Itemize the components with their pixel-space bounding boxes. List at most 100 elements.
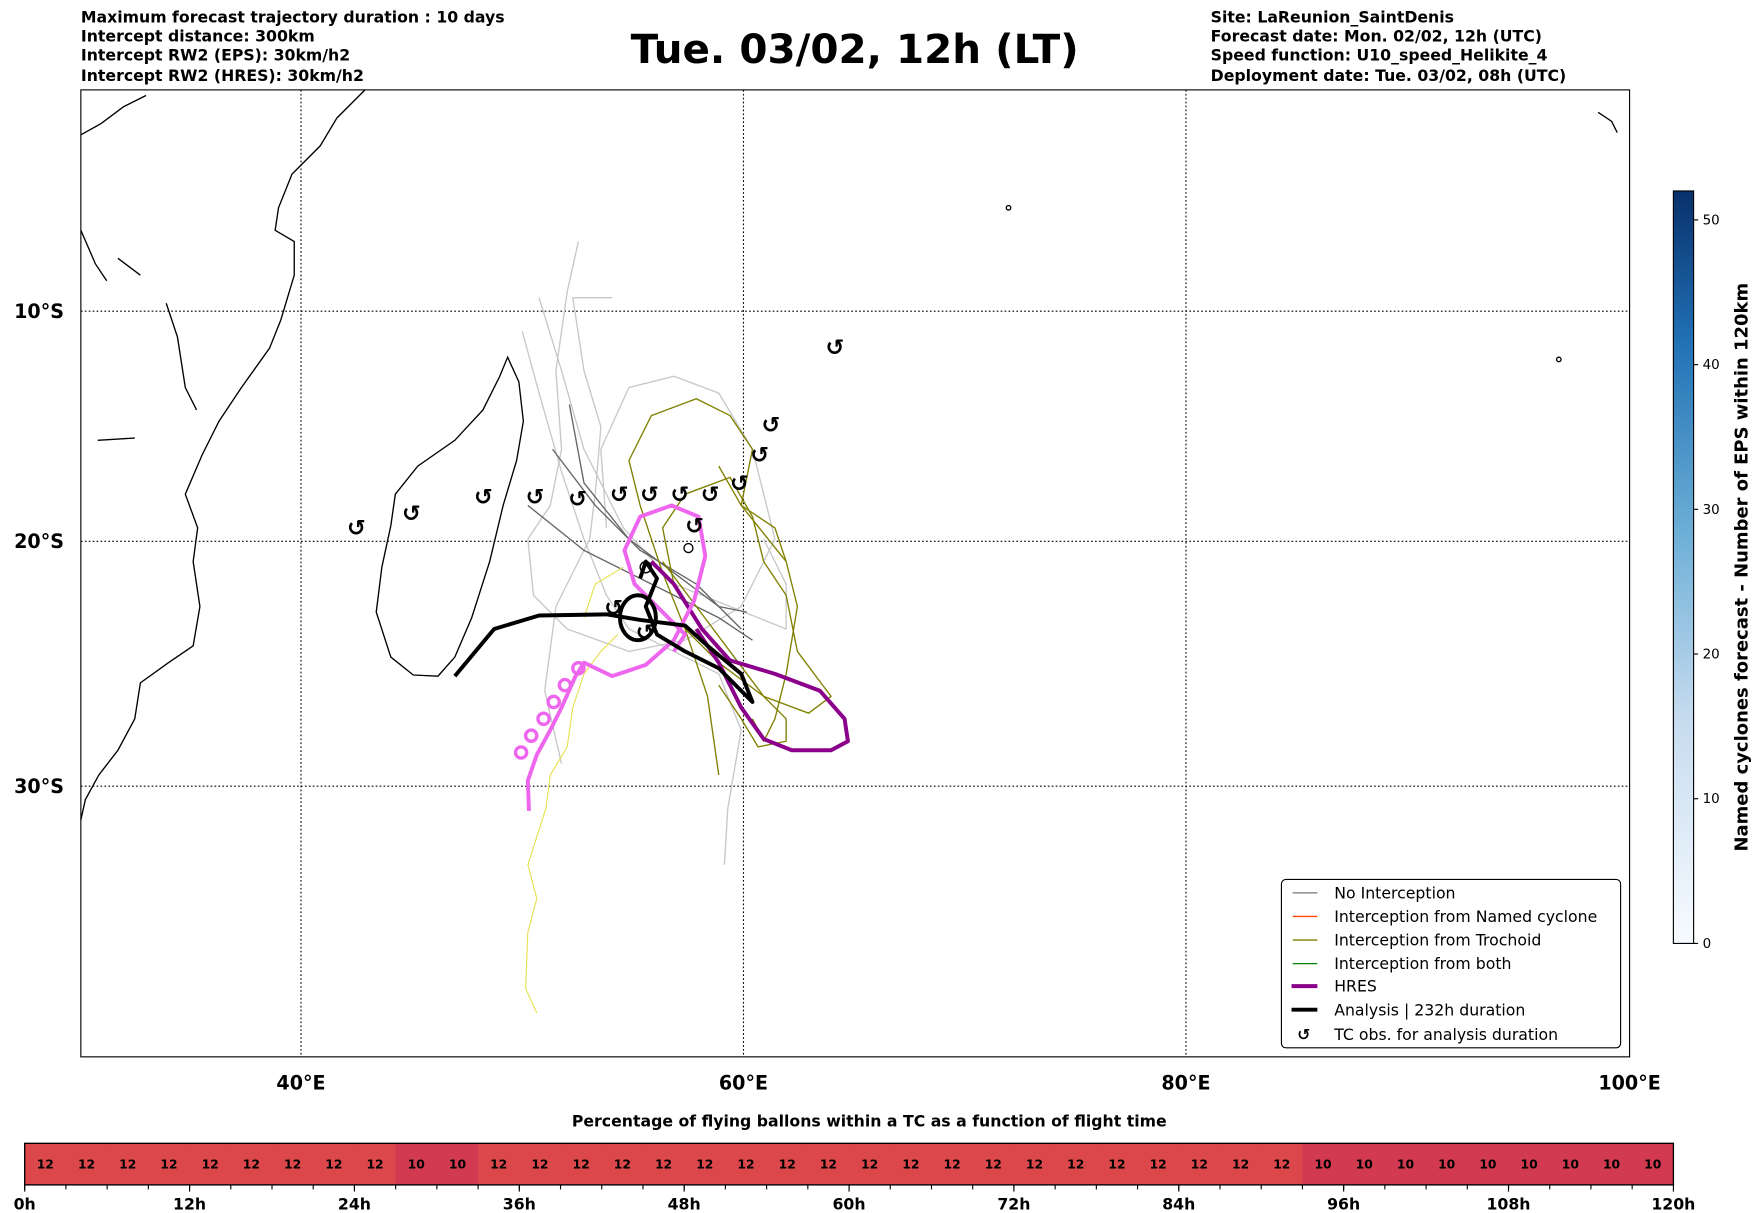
timeline-cell	[1426, 1143, 1468, 1185]
timeline-cell-label: 12	[1108, 1158, 1125, 1172]
somalia-coast	[80, 230, 141, 282]
timeline-cell	[230, 1143, 273, 1185]
colorbar: 0 10 20 30 40 50 Named cyclones forecast - Nu…	[1672, 190, 1752, 952]
gridlines	[80, 89, 1630, 1057]
timeline-cell-label: 12	[37, 1158, 54, 1172]
timeline-title: Percentage of flying ballons within a TC…	[572, 1111, 1167, 1130]
timeline-cell	[1467, 1143, 1510, 1185]
timeline-cell	[807, 1143, 850, 1185]
timeline-cell	[354, 1143, 397, 1185]
lon-label: 100°E	[1598, 1071, 1660, 1094]
timeline-cell-label: 10	[1397, 1158, 1414, 1172]
lon-label: 60°E	[719, 1071, 768, 1094]
trajectory-trochoid	[718, 465, 787, 562]
timeline-cell-label: 10	[1644, 1158, 1661, 1172]
timeline-cell	[1302, 1143, 1345, 1185]
timeline-cell	[972, 1143, 1015, 1185]
coastlines	[80, 89, 1618, 821]
island	[1005, 204, 1012, 211]
island-coast	[1597, 111, 1618, 133]
tc-obs-icon: ↺	[670, 482, 689, 508]
tc-obs-icon: ↺	[730, 471, 749, 497]
colorbar-tick-label: 30	[1703, 502, 1720, 518]
header-site: Site: LaReunion_SaintDenis	[1211, 8, 1454, 27]
timeline-cell-label: 10	[1562, 1158, 1579, 1172]
timeline-cell-label: 12	[696, 1158, 713, 1172]
timeline-cell-label: 12	[1191, 1158, 1208, 1172]
timeline-cell	[478, 1143, 520, 1185]
timeline-tick-label: 48h	[668, 1195, 701, 1213]
colorbar-tick-label: 20	[1703, 647, 1720, 663]
tc-obs-icon: ↺	[347, 516, 366, 542]
tc-obs-icon: ↺	[1297, 1025, 1310, 1044]
timeline-cell-label: 12	[655, 1158, 672, 1172]
timeline-cell-label: 10	[1356, 1158, 1373, 1172]
colorbar-gradient	[1672, 190, 1695, 944]
timeline-cell-label: 10	[1479, 1158, 1496, 1172]
tc-obs-icon: ↺	[610, 482, 629, 508]
timeline-cell-label: 12	[614, 1158, 631, 1172]
legend-label: No Interception	[1334, 884, 1455, 903]
timeline-cell	[272, 1143, 314, 1185]
timeline-cell-label: 12	[985, 1158, 1002, 1172]
timeline-tick-label: 60h	[833, 1195, 866, 1213]
timeline-cell	[65, 1143, 108, 1185]
colorbar-tick-label: 40	[1703, 357, 1720, 373]
trajectory-trochoid	[662, 561, 787, 748]
island-coast	[97, 437, 135, 441]
timeline-cell	[1632, 1143, 1674, 1185]
timeline-cell-label: 10	[408, 1158, 425, 1172]
timeline-cell	[189, 1143, 232, 1185]
arabia-coast	[80, 94, 147, 136]
header-deployment-date: Deployment date: Tue. 03/02, 08h (UTC)	[1211, 66, 1567, 85]
timeline-cell-label: 12	[779, 1158, 796, 1172]
timeline-tick-label: 120h	[1651, 1195, 1695, 1213]
analysis-trajectory	[453, 559, 755, 704]
trajectory-trochoid	[628, 398, 799, 776]
timeline-cell	[107, 1143, 149, 1185]
timeline-cell	[1055, 1143, 1097, 1185]
timeline-tick-label: 12h	[173, 1195, 206, 1213]
timeline-cell	[313, 1143, 356, 1185]
tc-obs-icon: ↺	[640, 482, 659, 508]
timeline-cell-label: 12	[119, 1158, 136, 1172]
colorbar-tick-label: 50	[1703, 212, 1720, 228]
header-rw2-eps: Intercept RW2 (EPS): 30km/h2	[81, 46, 350, 65]
colorbar-ticks: 0 10 20 30 40 50	[1693, 212, 1720, 952]
header-speed-function: Speed function: U10_speed_Helikite_4	[1211, 46, 1548, 65]
trajectory-no-interception	[544, 296, 613, 764]
timeline-tick-label: 24h	[338, 1195, 371, 1213]
tc-obs-icon: ↺	[568, 487, 587, 513]
timeline-cell	[890, 1143, 933, 1185]
timeline-cell-label: 12	[1026, 1158, 1043, 1172]
tc-obs-icon: ↺	[474, 484, 493, 510]
tc-obs-icon: ↺	[750, 443, 769, 469]
colorbar-tick-label: 0	[1703, 936, 1712, 952]
timeline-cell-label: 12	[1067, 1158, 1084, 1172]
legend-label: HRES	[1334, 977, 1377, 996]
timeline-cell	[642, 1143, 685, 1185]
lon-label: 80°E	[1161, 1071, 1210, 1094]
timeline-cell-label: 12	[1273, 1158, 1290, 1172]
lat-label: 20°S	[14, 530, 64, 553]
timeline-cell-label: 12	[1232, 1158, 1249, 1172]
header-duration: Maximum forecast trajectory duration : 1…	[81, 8, 505, 27]
tc-obs-icon: ↺	[604, 595, 623, 621]
mauritius-island	[683, 542, 694, 554]
legend-label: Analysis | 232h duration	[1334, 1000, 1525, 1019]
analysis-pink-trajectory	[525, 503, 708, 811]
timeline-cell-label: 12	[284, 1158, 301, 1172]
timeline-cell-label: 10	[449, 1158, 466, 1172]
header-rw2-hres: Intercept RW2 (HRES): 30km/h2	[81, 66, 364, 85]
timeline-bar: 12 12 12 12 12 12 12 12 12 10 10 12 12 12 12 12 12 12 12 12…	[14, 1142, 1695, 1213]
timeline-cell	[148, 1143, 191, 1185]
timeline-cell-label: 12	[1150, 1158, 1167, 1172]
timeline-cell	[24, 1143, 67, 1185]
timeline-cell	[436, 1143, 479, 1185]
timeline-cell-label: 12	[943, 1158, 960, 1172]
analysis-loop	[617, 593, 658, 643]
timeline-cell	[1384, 1143, 1427, 1185]
tc-obs-icon: ↺	[825, 335, 844, 361]
tc-obs-icon: ↺	[701, 482, 720, 508]
timeline-cell	[601, 1143, 644, 1185]
